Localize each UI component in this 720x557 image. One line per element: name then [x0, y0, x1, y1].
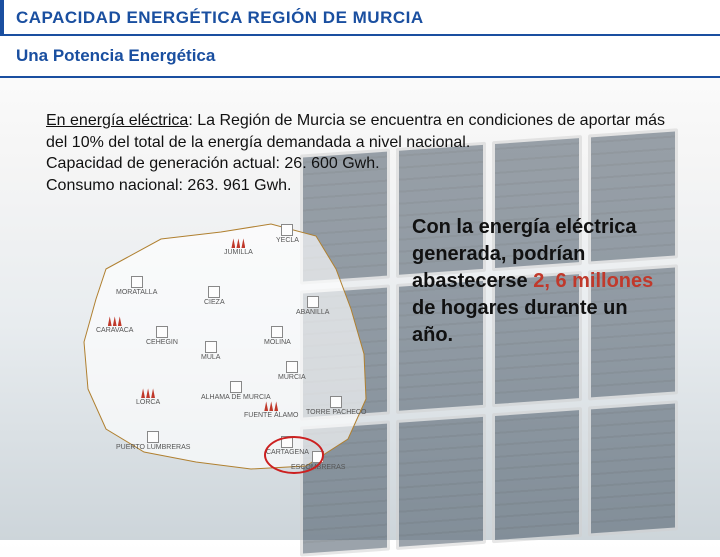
- plant-icon: [230, 381, 242, 393]
- map-node: PUERTO LUMBRERAS: [116, 431, 190, 451]
- wind-icon: [231, 238, 245, 248]
- map-node: CIEZA: [204, 286, 225, 306]
- intro-line-3: Consumo nacional: 263. 961 Gwh.: [46, 177, 291, 194]
- map-node: LORCA: [136, 388, 160, 406]
- wind-icon: [264, 401, 278, 411]
- plant-icon: [281, 224, 293, 236]
- callout-post: de hogares durante un año.: [412, 297, 628, 346]
- main-content: En energía eléctrica: La Región de Murci…: [0, 78, 720, 474]
- callout-text: Con la energía eléctrica generada, podrí…: [396, 214, 692, 349]
- map-node: CARAVACA: [96, 316, 133, 334]
- map-node: MORATALLA: [116, 276, 157, 296]
- plant-icon: [271, 326, 283, 338]
- page-subtitle: Una Potencia Energética: [0, 36, 720, 76]
- subheader-bar: Una Potencia Energética: [0, 36, 720, 78]
- wind-icon: [108, 316, 122, 326]
- page-title: CAPACIDAD ENERGÉTICA REGIÓN DE MURCIA: [4, 0, 434, 34]
- region-map: YECLA JUMILLA MORATALLA CIEZA ABANILLA CARAVA…: [66, 214, 396, 474]
- plant-icon: [286, 361, 298, 373]
- plant-icon: [205, 341, 217, 353]
- map-node: ABANILLA: [296, 296, 329, 316]
- plant-icon: [156, 326, 168, 338]
- map-node: YECLA: [276, 224, 299, 244]
- map-node: TORRE PACHECO: [306, 396, 366, 416]
- intro-line-2: Capacidad de generación actual: 26. 600 …: [46, 155, 380, 172]
- map-node: MULA: [201, 341, 220, 361]
- map-node: JUMILLA: [224, 238, 253, 256]
- map-node: MOLINA: [264, 326, 291, 346]
- map-node: CEHEGIN: [146, 326, 178, 346]
- map-node: FUENTE ÁLAMO: [244, 401, 298, 419]
- map-node: ALHAMA DE MURCIA: [201, 381, 271, 401]
- header-bar: CAPACIDAD ENERGÉTICA REGIÓN DE MURCIA: [0, 0, 720, 36]
- intro-lead: En energía eléctrica: [46, 112, 188, 129]
- wind-icon: [141, 388, 155, 398]
- map-node: MURCIA: [278, 361, 306, 381]
- plant-icon: [307, 296, 319, 308]
- plant-icon: [330, 396, 342, 408]
- plant-icon: [131, 276, 143, 288]
- plant-icon: [208, 286, 220, 298]
- intro-paragraph: En energía eléctrica: La Región de Murci…: [46, 110, 666, 196]
- plant-icon: [147, 431, 159, 443]
- callout-highlight: 2, 6 millones: [533, 270, 653, 292]
